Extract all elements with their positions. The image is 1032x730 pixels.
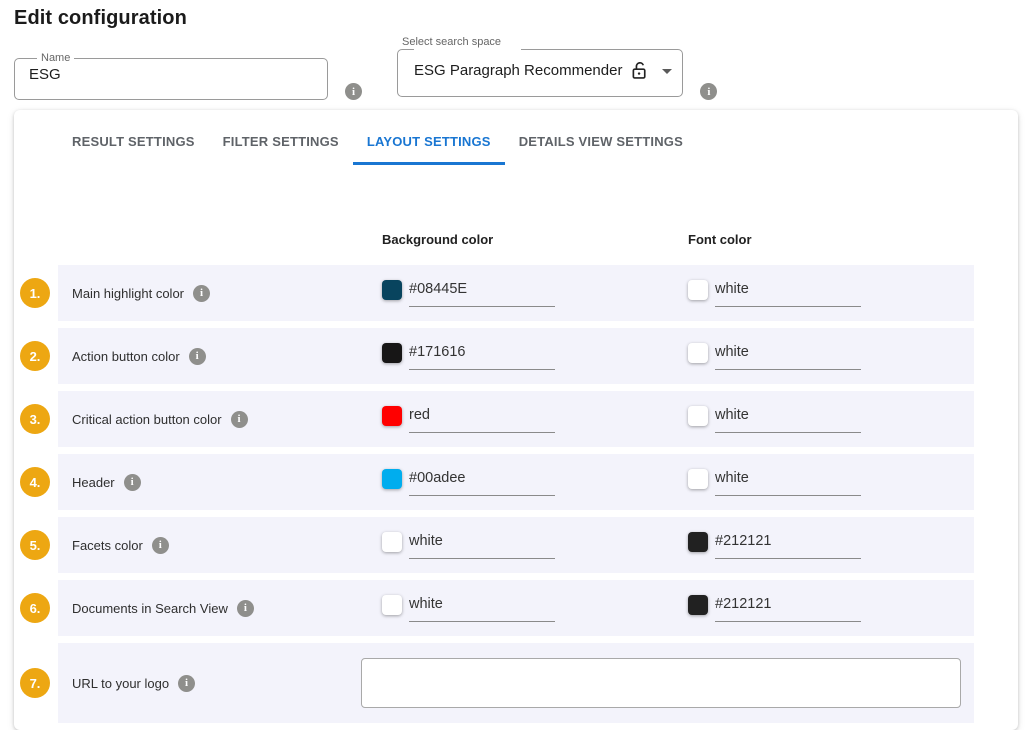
row-number-badge: 1. bbox=[20, 278, 50, 308]
table-row: 5. Facets color i white #212121 bbox=[20, 517, 974, 573]
font-color-swatch[interactable] bbox=[688, 594, 708, 615]
row-info-icon[interactable]: i bbox=[188, 347, 206, 365]
tab-layout-settings[interactable]: LAYOUT SETTINGS bbox=[352, 110, 505, 165]
name-field[interactable]: Name bbox=[14, 52, 328, 100]
font-color-swatch[interactable] bbox=[688, 531, 708, 552]
table-row: 2. Action button color i #171616 white bbox=[20, 328, 974, 384]
search-space-group: Select search space Select search space … bbox=[397, 30, 684, 97]
row-number-badge: 5. bbox=[20, 530, 50, 560]
font-color-swatch[interactable] bbox=[688, 468, 708, 489]
settings-card: RESULT SETTINGS FILTER SETTINGS LAYOUT S… bbox=[14, 110, 1018, 730]
tab-details-view-settings[interactable]: DETAILS VIEW SETTINGS bbox=[518, 134, 683, 149]
lock-open-icon bbox=[629, 60, 650, 81]
background-color-swatch[interactable] bbox=[382, 342, 402, 363]
row-info-icon[interactable]: i bbox=[151, 536, 169, 554]
chevron-down-icon bbox=[662, 68, 673, 74]
config-form-row: Name i Select search space Select search… bbox=[14, 30, 718, 100]
table-row: 4. Header i #00adee white bbox=[20, 454, 974, 510]
row-info-icon[interactable]: i bbox=[236, 599, 254, 617]
row-number-badge: 7. bbox=[20, 668, 50, 698]
background-color-input[interactable]: white bbox=[409, 595, 555, 622]
search-space-info-icon[interactable]: i bbox=[700, 83, 718, 100]
row-label: Critical action button color bbox=[72, 411, 222, 427]
tab-bar: RESULT SETTINGS FILTER SETTINGS LAYOUT S… bbox=[14, 110, 1018, 165]
row-number-badge: 6. bbox=[20, 593, 50, 623]
table-row: 1. Main highlight color i #08445E white bbox=[20, 265, 974, 321]
name-field-label: Name bbox=[41, 52, 71, 64]
background-color-input[interactable]: white bbox=[409, 532, 555, 559]
font-color-swatch[interactable] bbox=[688, 279, 708, 300]
background-color-swatch[interactable] bbox=[382, 531, 402, 552]
column-header-font-color: Font color bbox=[688, 231, 752, 247]
background-color-swatch[interactable] bbox=[382, 468, 402, 489]
font-color-input[interactable]: white bbox=[715, 469, 861, 496]
font-color-input[interactable]: #212121 bbox=[715, 532, 861, 559]
logo-url-input[interactable] bbox=[361, 658, 961, 708]
layout-settings-table: Background color Font color 1. Main high… bbox=[20, 213, 974, 723]
page-title: Edit configuration bbox=[14, 7, 187, 29]
row-label: Documents in Search View bbox=[72, 600, 228, 616]
row-info-icon[interactable]: i bbox=[230, 410, 248, 428]
row-label: Facets color bbox=[72, 537, 143, 553]
name-info-icon[interactable]: i bbox=[345, 83, 362, 100]
search-space-select[interactable]: Select search space ESG Paragraph Recomm… bbox=[397, 49, 684, 97]
row-info-icon[interactable]: i bbox=[193, 284, 211, 302]
font-color-input[interactable]: #212121 bbox=[715, 595, 861, 622]
tab-result-settings[interactable]: RESULT SETTINGS bbox=[72, 134, 195, 149]
table-row-logo-url: 7. URL to your logo i bbox=[20, 643, 974, 723]
row-info-icon[interactable]: i bbox=[178, 674, 196, 692]
row-number-badge: 4. bbox=[20, 467, 50, 497]
tab-filter-settings[interactable]: FILTER SETTINGS bbox=[222, 134, 339, 149]
background-color-swatch[interactable] bbox=[382, 594, 402, 615]
row-label: Action button color bbox=[72, 348, 180, 364]
background-color-input[interactable]: #171616 bbox=[409, 343, 555, 370]
row-info-icon[interactable]: i bbox=[123, 473, 141, 491]
background-color-input[interactable]: red bbox=[409, 406, 555, 433]
font-color-input[interactable]: white bbox=[715, 406, 861, 433]
row-number-badge: 2. bbox=[20, 341, 50, 371]
font-color-swatch[interactable] bbox=[688, 405, 708, 426]
background-color-input[interactable]: #08445E bbox=[409, 280, 555, 307]
table-row: 6. Documents in Search View i white #212… bbox=[20, 580, 974, 636]
row-label: Main highlight color bbox=[72, 285, 185, 301]
table-row: 3. Critical action button color i red wh… bbox=[20, 391, 974, 447]
font-color-swatch[interactable] bbox=[688, 342, 708, 363]
background-color-swatch[interactable] bbox=[382, 279, 402, 300]
font-color-input[interactable]: white bbox=[715, 343, 861, 370]
row-label: Header bbox=[72, 474, 115, 490]
search-space-label: Select search space bbox=[402, 36, 502, 48]
row-label: URL to your logo bbox=[72, 675, 170, 691]
column-header-background-color: Background color bbox=[382, 231, 494, 247]
row-number-badge: 3. bbox=[20, 404, 50, 434]
table-header-row: Background color Font color bbox=[58, 213, 974, 265]
font-color-input[interactable]: white bbox=[715, 280, 861, 307]
search-space-value: ESG Paragraph Recommender bbox=[414, 61, 623, 79]
name-input[interactable] bbox=[29, 66, 313, 83]
background-color-input[interactable]: #00adee bbox=[409, 469, 555, 496]
background-color-swatch[interactable] bbox=[382, 405, 402, 426]
